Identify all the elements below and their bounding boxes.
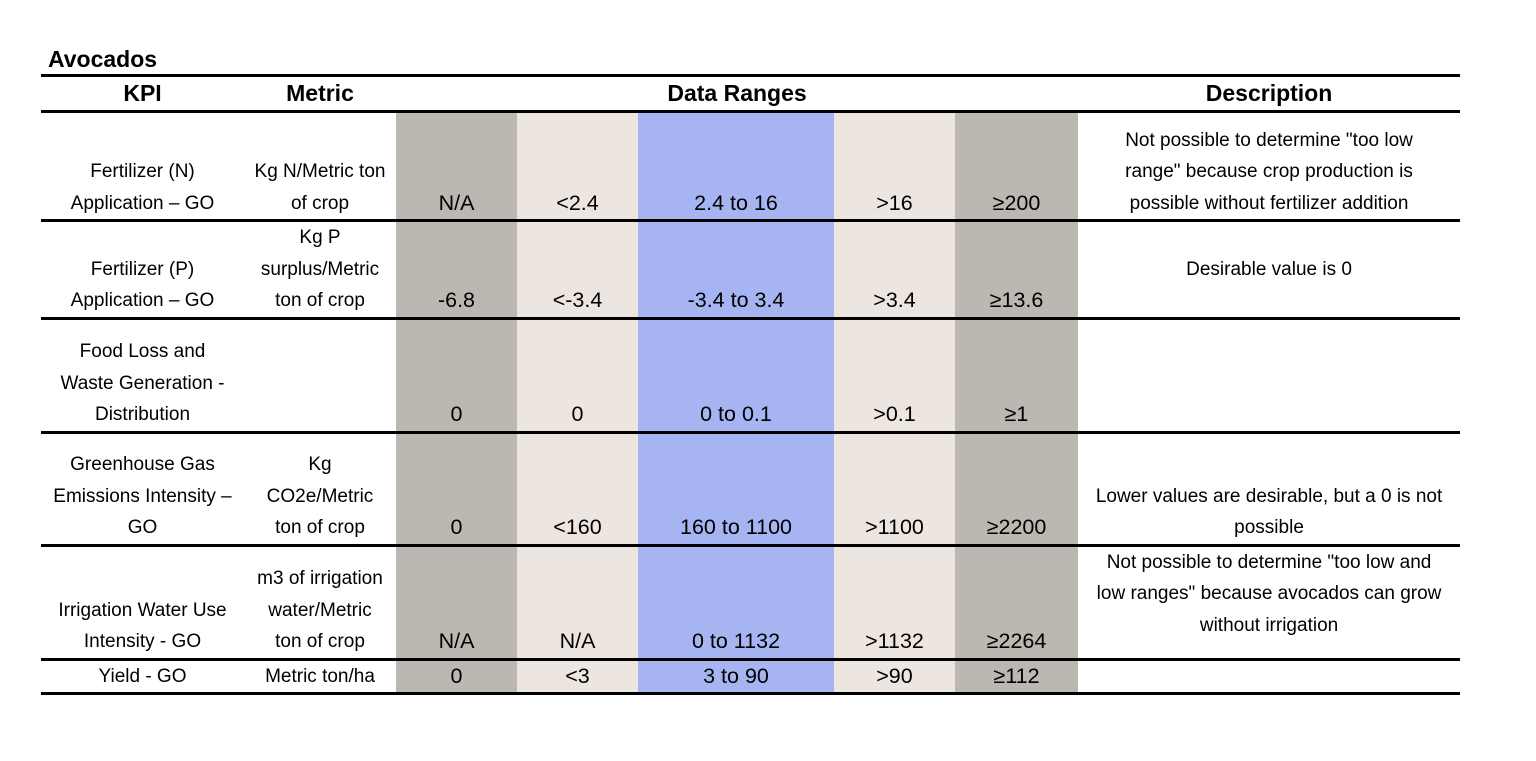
range-far-high-cell: ≥2200 bbox=[955, 432, 1079, 547]
range-low-cell: 0 bbox=[517, 318, 638, 434]
metric-line: Metric ton/ha bbox=[265, 665, 375, 687]
range-far-high-cell: ≥200 bbox=[955, 111, 1079, 222]
range-low-cell: <160 bbox=[517, 432, 638, 547]
metric-line: ton of crop bbox=[275, 290, 365, 311]
description-cell bbox=[1078, 659, 1461, 695]
metric-cell bbox=[244, 318, 396, 434]
kpi-line: Irrigation Water Use bbox=[58, 599, 227, 621]
description-line: possible bbox=[1234, 517, 1304, 538]
range-target-cell: -3.4 to 3.4 bbox=[638, 220, 834, 320]
description-line: Desirable value is 0 bbox=[1186, 258, 1352, 280]
description-cell: Not possible to determine "too low and lo… bbox=[1078, 545, 1461, 661]
kpi-cell: Fertilizer (P) Application – GO bbox=[41, 220, 244, 320]
metric-line: water/Metric bbox=[268, 599, 372, 621]
range-far-low-cell: N/A bbox=[396, 545, 517, 661]
range-far-low-cell: 0 bbox=[396, 432, 517, 547]
range-far-high-cell: ≥2264 bbox=[955, 545, 1079, 661]
description-cell: Not possible to determine "too low range"… bbox=[1078, 111, 1461, 222]
kpi-line: GO bbox=[127, 517, 158, 538]
range-far-high-cell: ≥112 bbox=[955, 659, 1079, 695]
range-target-cell: 0 to 1132 bbox=[638, 545, 834, 661]
kpi-line: Application – GO bbox=[70, 290, 215, 311]
kpi-line: Greenhouse Gas bbox=[70, 454, 215, 475]
table-row: Irrigation Water Use Intensity - GO m3 of … bbox=[41, 545, 1461, 661]
kpi-line: Fertilizer (N) bbox=[90, 161, 195, 182]
header-row: KPI Metric Data Ranges Description bbox=[41, 74, 1461, 113]
kpi-cell: Fertilizer (N) Application – GO bbox=[41, 111, 244, 222]
header-kpi: KPI bbox=[41, 74, 244, 113]
metric-line: surplus/Metric bbox=[260, 258, 380, 280]
range-high-cell: >0.1 bbox=[834, 318, 955, 434]
metric-cell: Kg CO2e/Metric ton of crop bbox=[244, 432, 396, 547]
table-body: Fertilizer (N) Application – GO Kg N/Metri… bbox=[41, 111, 1461, 695]
range-target-cell: 3 to 90 bbox=[638, 659, 834, 695]
kpi-line: Yield - GO bbox=[98, 665, 187, 687]
metric-line: ton of crop bbox=[275, 631, 365, 652]
range-far-high-cell: ≥1 bbox=[955, 318, 1079, 434]
range-far-low-cell: N/A bbox=[396, 111, 517, 222]
description-cell bbox=[1078, 318, 1461, 434]
range-target-cell: 2.4 to 16 bbox=[638, 111, 834, 222]
metric-line: m3 of irrigation bbox=[257, 568, 383, 589]
metric-line: Kg P bbox=[299, 227, 341, 248]
kpi-line: Fertilizer (P) bbox=[90, 258, 195, 280]
metric-cell: Kg P surplus/Metric ton of crop bbox=[244, 220, 396, 320]
header-metric: Metric bbox=[244, 74, 396, 113]
metric-line: Kg N/Metric ton bbox=[254, 161, 386, 182]
kpi-cell: Irrigation Water Use Intensity - GO bbox=[41, 545, 244, 661]
kpi-line: Emissions Intensity – bbox=[53, 485, 232, 507]
range-far-low-cell: -6.8 bbox=[396, 220, 517, 320]
description-line: Not possible to determine "too low and bbox=[1106, 551, 1432, 573]
table-row: Fertilizer (N) Application – GO Kg N/Metri… bbox=[41, 111, 1461, 222]
header-data-ranges: Data Ranges bbox=[396, 74, 1079, 113]
range-far-low-cell: 0 bbox=[396, 659, 517, 695]
range-high-cell: >1100 bbox=[834, 432, 955, 547]
range-target-cell: 0 to 0.1 bbox=[638, 318, 834, 434]
table-row: Food Loss and Waste Generation - Distribut… bbox=[41, 318, 1461, 434]
description-line: without irrigation bbox=[1199, 614, 1339, 636]
sheet-title: Avocados bbox=[48, 46, 158, 72]
metric-cell: Metric ton/ha bbox=[244, 659, 396, 695]
description-cell: Lower values are desirable, but a 0 is n… bbox=[1078, 432, 1461, 547]
kpi-line: Food Loss and bbox=[79, 341, 206, 362]
kpi-line: Application – GO bbox=[70, 192, 215, 214]
kpi-cell: Food Loss and Waste Generation - Distribut… bbox=[41, 318, 244, 434]
range-low-cell: <2.4 bbox=[517, 111, 638, 222]
range-high-cell: >16 bbox=[834, 111, 955, 222]
description-line: range" because crop production is bbox=[1125, 161, 1413, 182]
metric-cell: m3 of irrigation water/Metric ton of crop bbox=[244, 545, 396, 661]
range-high-cell: >90 bbox=[834, 659, 955, 695]
metric-line: of crop bbox=[290, 192, 350, 214]
kpi-line: Waste Generation - bbox=[60, 372, 225, 394]
description-line: low ranges" because avocados can grow bbox=[1096, 583, 1442, 604]
kpi-cell: Greenhouse Gas Emissions Intensity – GO bbox=[41, 432, 244, 547]
description-cell: Desirable value is 0 bbox=[1078, 220, 1461, 320]
description-line: Not possible to determine "too low bbox=[1125, 129, 1413, 151]
kpi-table: KPI Metric Data Ranges Description Ferti… bbox=[41, 74, 1461, 695]
metric-line: CO2e/Metric bbox=[266, 485, 374, 507]
range-high-cell: >1132 bbox=[834, 545, 955, 661]
kpi-line: Distribution bbox=[94, 404, 191, 425]
table-row: Greenhouse Gas Emissions Intensity – GO Kg C… bbox=[41, 432, 1461, 547]
range-far-high-cell: ≥13.6 bbox=[955, 220, 1079, 320]
metric-cell: Kg N/Metric ton of crop bbox=[244, 111, 396, 222]
metric-line: ton of crop bbox=[275, 517, 365, 538]
header-description: Description bbox=[1078, 74, 1461, 113]
range-target-cell: 160 to 1100 bbox=[638, 432, 834, 547]
range-low-cell: N/A bbox=[517, 545, 638, 661]
kpi-line: Intensity - GO bbox=[83, 631, 202, 652]
range-far-low-cell: 0 bbox=[396, 318, 517, 434]
table-row: Yield - GO Metric ton/ha 0 <3 3 to 90 >90 ≥112 bbox=[41, 659, 1461, 695]
range-high-cell: >3.4 bbox=[834, 220, 955, 320]
metric-line: Kg bbox=[308, 454, 332, 475]
table-row: Fertilizer (P) Application – GO Kg P surplu… bbox=[41, 220, 1461, 320]
description-line: possible without fertilizer addition bbox=[1129, 192, 1409, 214]
range-low-cell: <-3.4 bbox=[517, 220, 638, 320]
kpi-cell: Yield - GO bbox=[41, 659, 244, 695]
description-line: Lower values are desirable, but a 0 is n… bbox=[1095, 485, 1443, 507]
range-low-cell: <3 bbox=[517, 659, 638, 695]
